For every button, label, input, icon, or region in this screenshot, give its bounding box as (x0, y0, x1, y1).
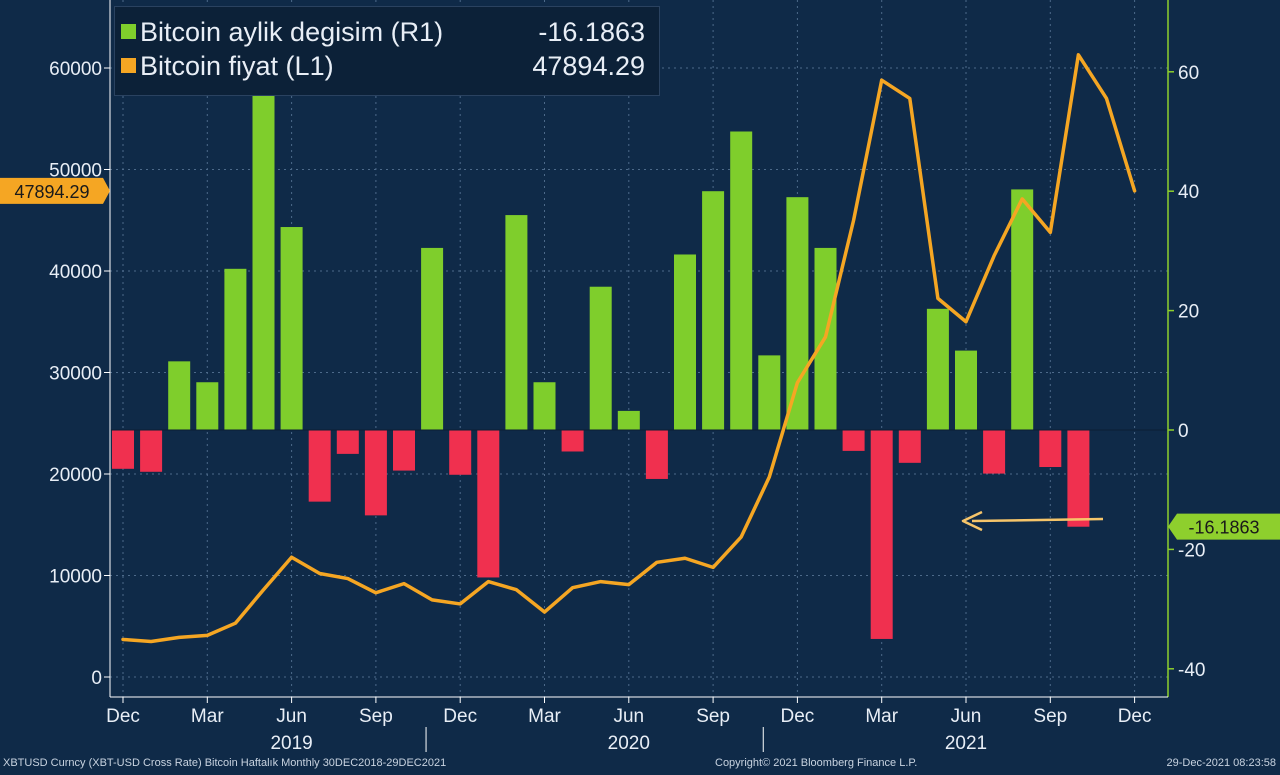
bar (252, 59, 275, 431)
bar (196, 382, 219, 430)
year-label: 2021 (945, 733, 987, 754)
legend: Bitcoin aylik degisim (R1) -16.1863 Bitc… (114, 6, 660, 96)
bar (589, 286, 612, 430)
left-tick-label: 20000 (49, 465, 102, 486)
bar (617, 410, 640, 430)
bar (477, 430, 500, 578)
left-tick-label: 40000 (49, 262, 102, 283)
bar (168, 361, 191, 430)
bar (280, 227, 303, 430)
x-tick-label: Jun (613, 706, 644, 727)
x-tick-label: Dec (443, 706, 477, 727)
annotation (961, 510, 1104, 532)
annotation-arrow-shaft (971, 517, 1104, 523)
bar-series (110, 59, 1168, 639)
legend-label-bar: Bitcoin aylik degisim (R1) (140, 17, 444, 47)
legend-value-bar: -16.1863 (538, 17, 645, 47)
bar (645, 430, 668, 479)
bar (449, 430, 472, 475)
left-tick-label: 60000 (49, 59, 102, 80)
right-tick-label: 20 (1178, 302, 1199, 323)
x-tick-label: Mar (528, 706, 561, 727)
x-tick-label: Sep (696, 706, 730, 727)
legend-value-line: 47894.29 (532, 51, 645, 81)
footer-timestamp: 29-Dec-2021 08:23:58 (1166, 757, 1276, 769)
bar (842, 430, 865, 451)
bar (112, 430, 134, 469)
x-tick-label: Dec (106, 706, 140, 727)
bar (364, 430, 387, 516)
bar (533, 382, 556, 430)
bar (421, 247, 444, 430)
bar (898, 430, 921, 463)
legend-swatch-line (121, 58, 136, 73)
bar (955, 350, 977, 430)
bar (308, 430, 331, 502)
x-tick-label: Sep (1033, 706, 1067, 727)
left-price-marker (0, 177, 110, 204)
bar (224, 268, 247, 430)
bar (140, 430, 163, 472)
annotation-arrow-head (961, 510, 983, 532)
bar (1039, 430, 1062, 468)
x-tick-label: Sep (359, 706, 393, 727)
right-tick-label: 40 (1178, 182, 1199, 203)
x-tick-label: Jun (951, 706, 982, 727)
left-tick-label: 30000 (49, 364, 102, 385)
bar (870, 430, 893, 639)
axes: 0 10000 20000 30000 40000 50000 60000 -40 -20 0 20… (0, 0, 1280, 754)
bar (561, 430, 584, 452)
bar (1011, 189, 1034, 430)
x-tick-label: Dec (781, 706, 815, 727)
bar (983, 430, 1006, 474)
right-tick-label: -20 (1178, 540, 1205, 561)
right-tick-label: -40 (1178, 660, 1205, 681)
bar (926, 308, 949, 430)
bar (758, 355, 781, 430)
left-tick-label: 0 (91, 668, 102, 689)
x-tick-label: Mar (865, 706, 898, 727)
legend-label-line: Bitcoin fiyat (L1) (140, 51, 334, 81)
left-price-marker-label: 47894.29 (14, 182, 89, 202)
year-label: 2020 (608, 733, 650, 754)
legend-swatch-bar (121, 24, 136, 39)
right-tick-label: 0 (1178, 421, 1189, 442)
bar (702, 191, 725, 430)
left-tick-label: 50000 (49, 161, 102, 182)
footer-copyright: Copyright© 2021 Bloomberg Finance L.P. (715, 757, 918, 769)
x-tick-label: Dec (1118, 706, 1152, 727)
price-line (121, 53, 1137, 644)
bar (674, 254, 696, 430)
bar (786, 197, 809, 430)
right-change-marker-label: -16.1863 (1188, 518, 1259, 538)
footer-source: XBTUSD Curncy (XBT-USD Cross Rate) Bitco… (3, 757, 447, 769)
legend-item-line: Bitcoin fiyat (L1) 47894.29 (121, 51, 645, 85)
left-tick-label: 10000 (49, 567, 102, 588)
legend-item-bar: Bitcoin aylik degisim (R1) -16.1863 (121, 17, 645, 51)
bar (393, 430, 415, 471)
bar (730, 131, 753, 430)
year-label: 2019 (270, 733, 312, 754)
bar (336, 430, 359, 454)
bar (1067, 430, 1090, 527)
x-tick-label: Mar (191, 706, 224, 727)
line-series (121, 53, 1137, 644)
right-change-marker (1168, 513, 1280, 540)
x-tick-label: Jun (276, 706, 307, 727)
bar (505, 215, 528, 430)
right-tick-label: 60 (1178, 63, 1199, 84)
